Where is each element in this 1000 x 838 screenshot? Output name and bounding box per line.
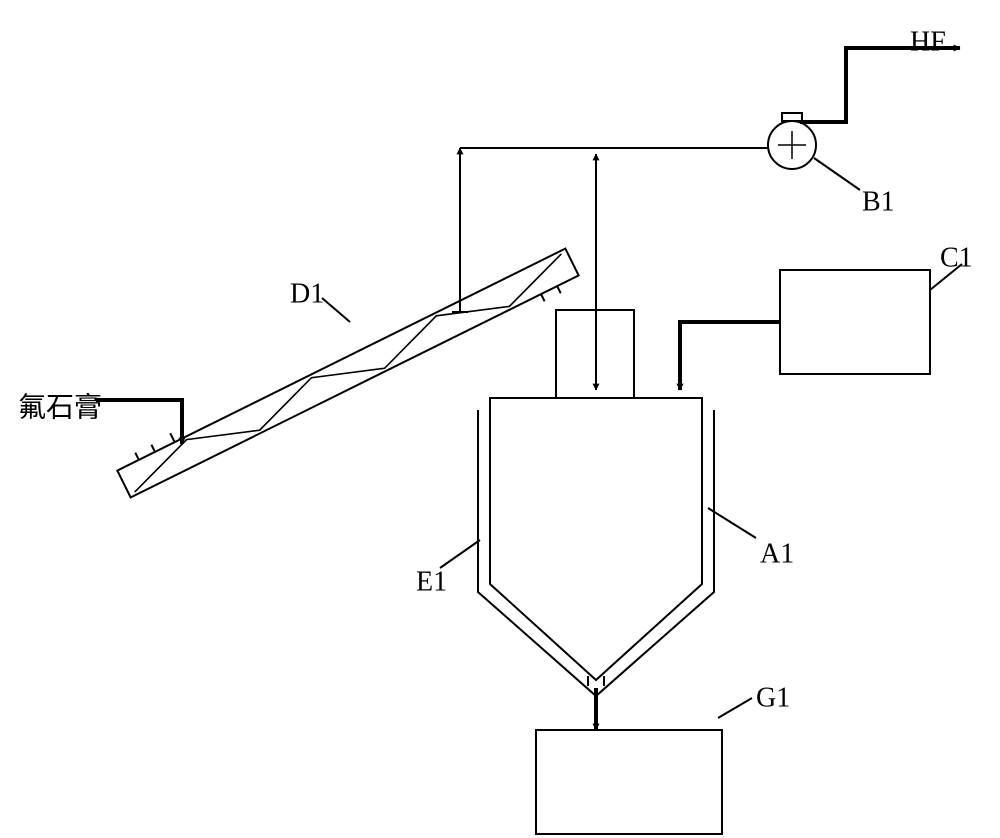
- label-c1: C1: [940, 242, 973, 273]
- leader-b1: [814, 158, 860, 190]
- flow-feed-to-d1: [96, 400, 182, 444]
- label-input: 氟石膏: [18, 391, 102, 423]
- flow-c1-to-a1: [680, 322, 780, 390]
- label-d1: D1: [290, 278, 324, 309]
- unit-g1: [536, 730, 722, 834]
- leader-d1: [322, 298, 350, 322]
- label-a1: A1: [760, 538, 794, 569]
- label-g1: G1: [756, 682, 790, 713]
- leader-e1: [440, 540, 480, 568]
- label-e1: E1: [416, 566, 447, 597]
- flow-pump-to-hf: [800, 48, 960, 122]
- leader-g1: [718, 698, 752, 718]
- unit-c1: [780, 270, 930, 374]
- label-b1: B1: [862, 186, 895, 217]
- label-output: HF: [910, 26, 946, 57]
- leader-a1: [708, 508, 756, 538]
- vessel-a1: [490, 398, 702, 686]
